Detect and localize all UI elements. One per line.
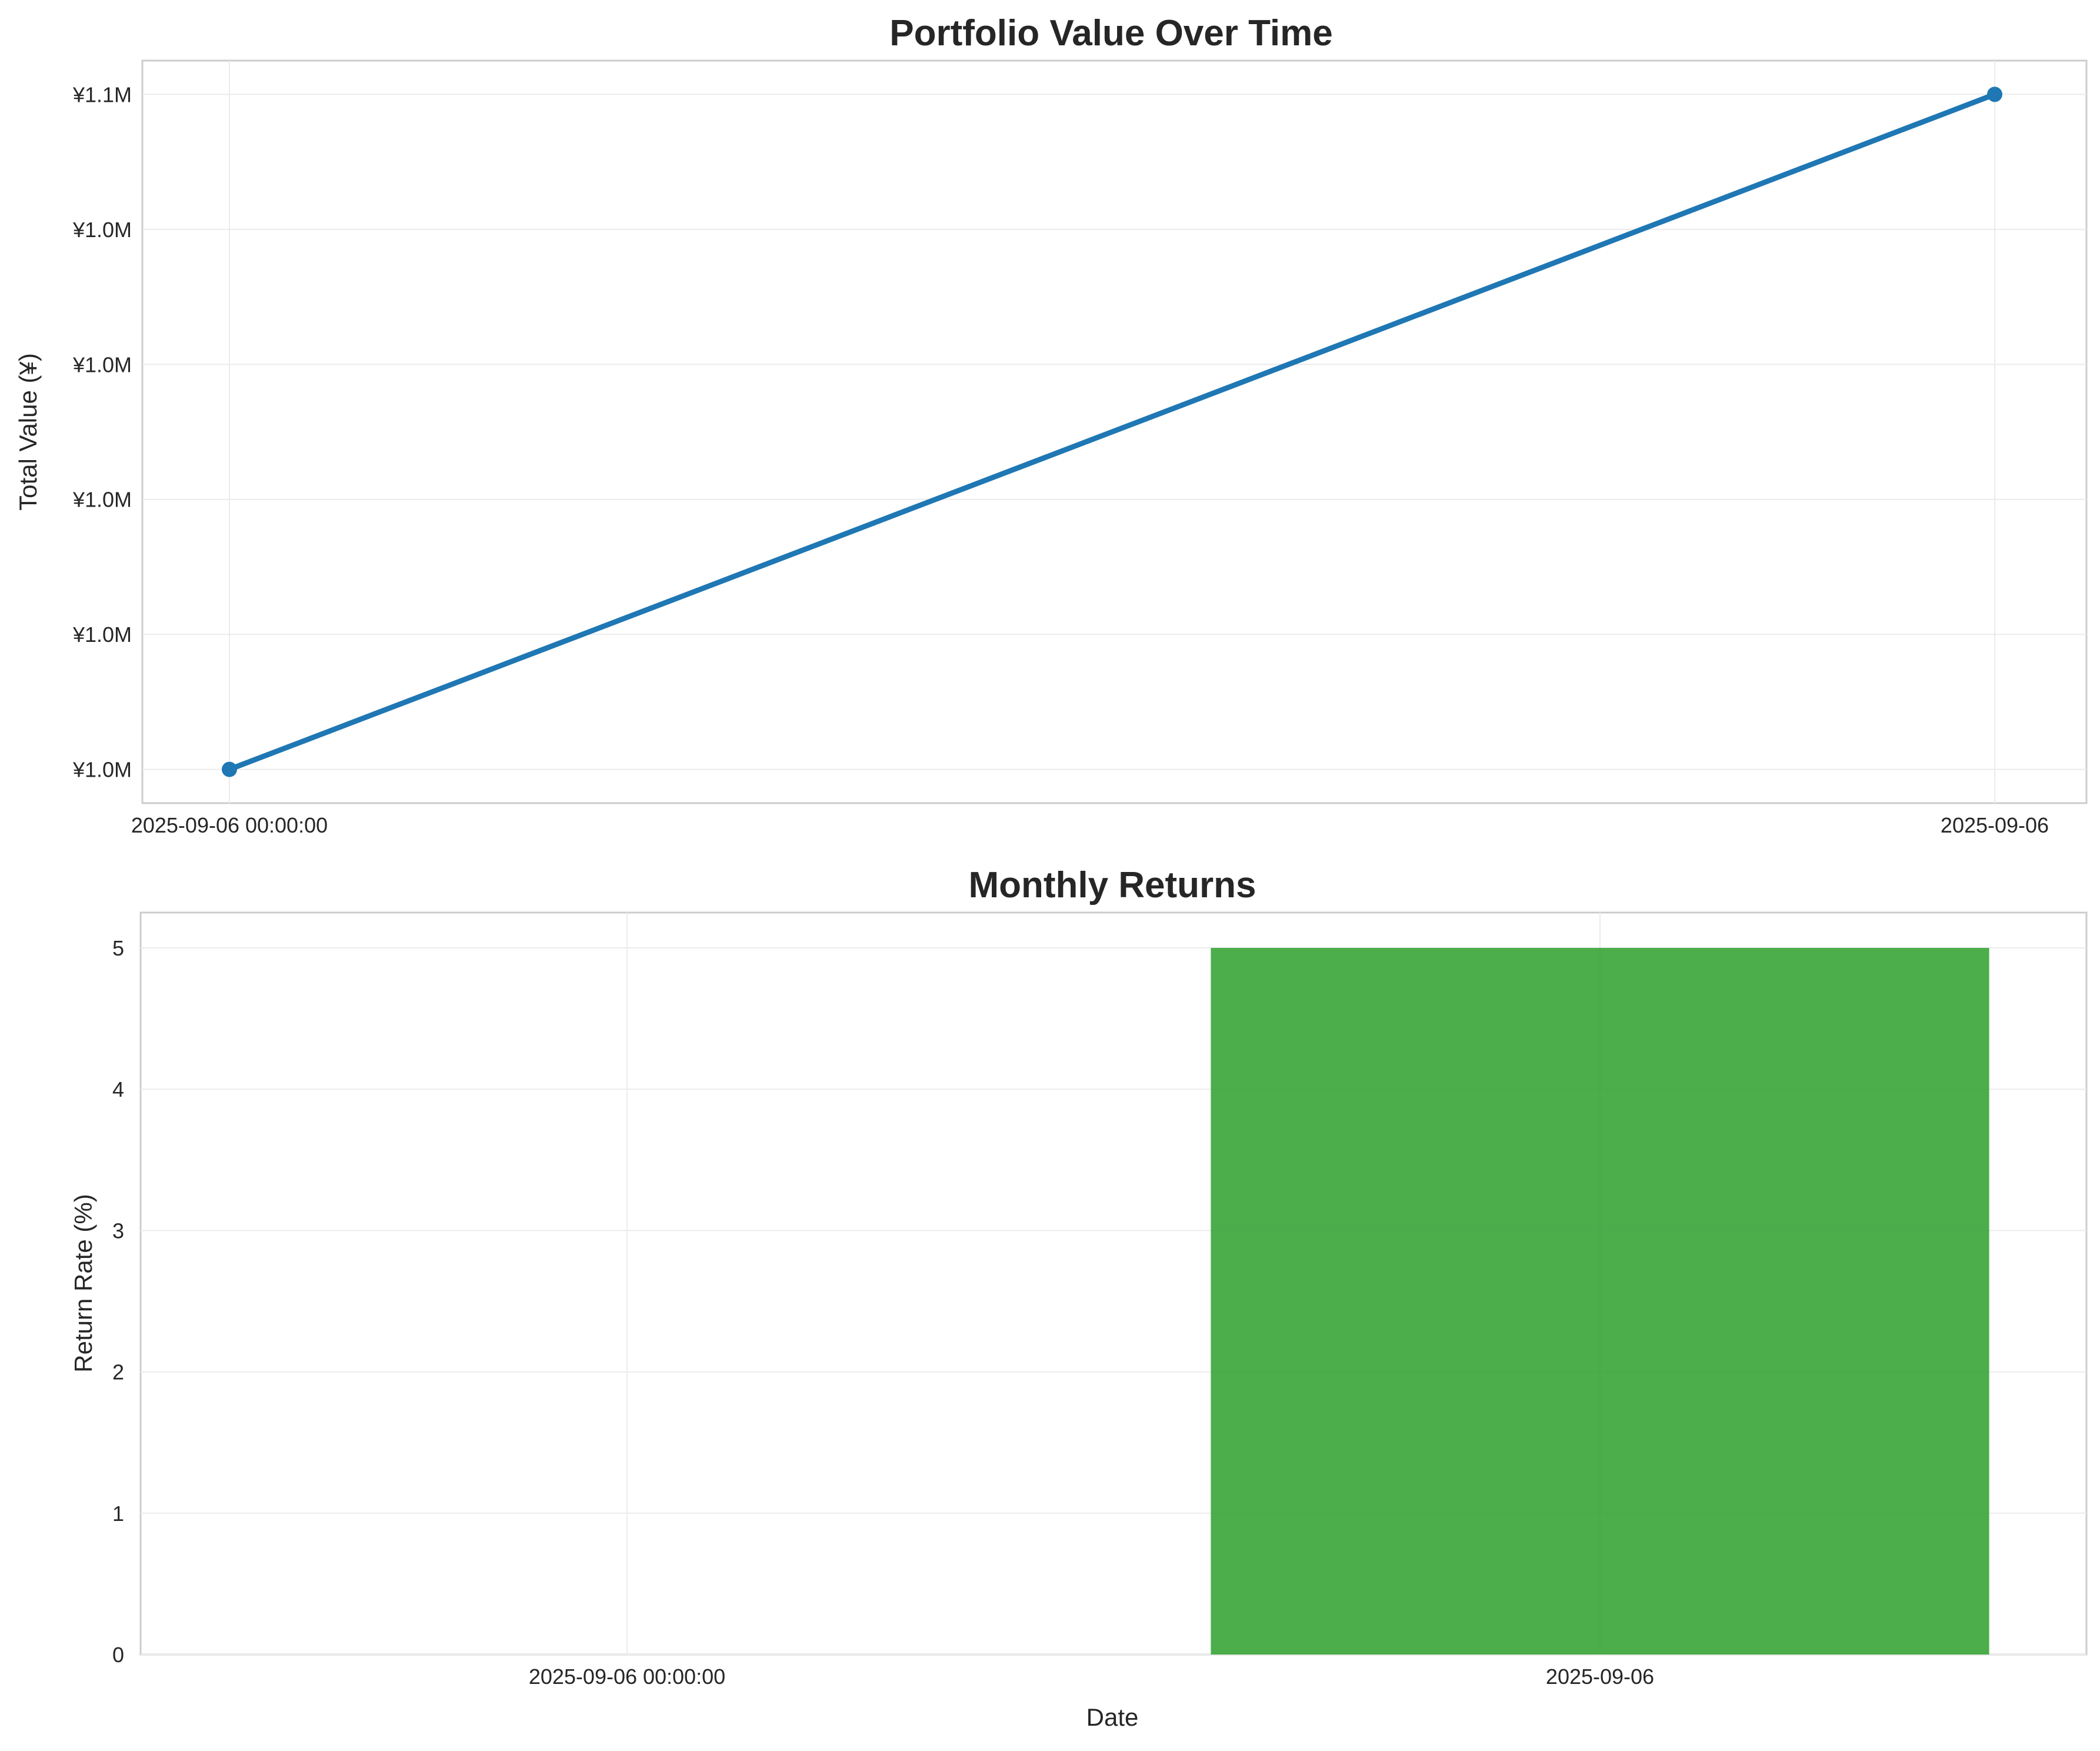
y-tick-label: ¥1.1M	[72, 82, 132, 106]
x-tick-label: 2025-09-06	[1941, 813, 2049, 837]
monthly-returns-chart: 0 1 2 3 4 5 2025-09-06 00:00:00 2025-09-06 Mon…	[69, 865, 2088, 1731]
portfolio-value-series	[222, 86, 2002, 777]
y-tick-label: ¥1.0M	[72, 352, 132, 377]
y-tick-label: 4	[112, 1077, 124, 1101]
x-tick-label: 2025-09-06 00:00:00	[529, 1665, 725, 1689]
portfolio-value-y-ticks: ¥1.0M ¥1.0M ¥1.0M ¥1.0M ¥1.0M ¥1.1M	[72, 82, 132, 781]
monthly-returns-y-ticks: 0 1 2 3 4 5	[112, 936, 124, 1667]
y-tick-label: 5	[112, 936, 124, 960]
portfolio-value-title: Portfolio Value Over Time	[889, 13, 1332, 54]
y-tick-label: 1	[112, 1502, 124, 1526]
y-tick-label: ¥1.0M	[72, 218, 132, 242]
y-tick-label: ¥1.0M	[72, 488, 132, 512]
y-tick-label: ¥1.0M	[72, 758, 132, 782]
y-tick-label: 3	[112, 1219, 124, 1243]
portfolio-value-gridlines	[142, 61, 2086, 803]
y-tick-label: 0	[112, 1643, 124, 1667]
monthly-returns-x-ticks: 2025-09-06 00:00:00 2025-09-06	[529, 1665, 1654, 1689]
portfolio-value-point	[222, 761, 237, 777]
portfolio-value-line	[226, 91, 1998, 773]
portfolio-value-chart: ¥1.0M ¥1.0M ¥1.0M ¥1.0M ¥1.0M ¥1.1M 2025-09-0…	[14, 13, 2088, 837]
portfolio-value-point	[1987, 86, 2002, 102]
portfolio-value-y-axis-label: Total Value (¥)	[14, 353, 42, 511]
monthly-returns-x-axis-label: Date	[1086, 1703, 1139, 1731]
monthly-returns-bars	[1211, 948, 1989, 1655]
portfolio-value-x-ticks: 2025-09-06 00:00:00 2025-09-06	[131, 813, 2049, 837]
monthly-return-bar	[1211, 948, 1989, 1655]
y-tick-label: 2	[112, 1360, 124, 1384]
y-tick-label: ¥1.0M	[72, 622, 132, 647]
monthly-returns-title: Monthly Returns	[968, 865, 1256, 906]
x-tick-label: 2025-09-06 00:00:00	[131, 813, 328, 837]
x-tick-label: 2025-09-06	[1546, 1665, 1654, 1689]
monthly-returns-y-axis-label: Return Rate (%)	[69, 1194, 97, 1372]
